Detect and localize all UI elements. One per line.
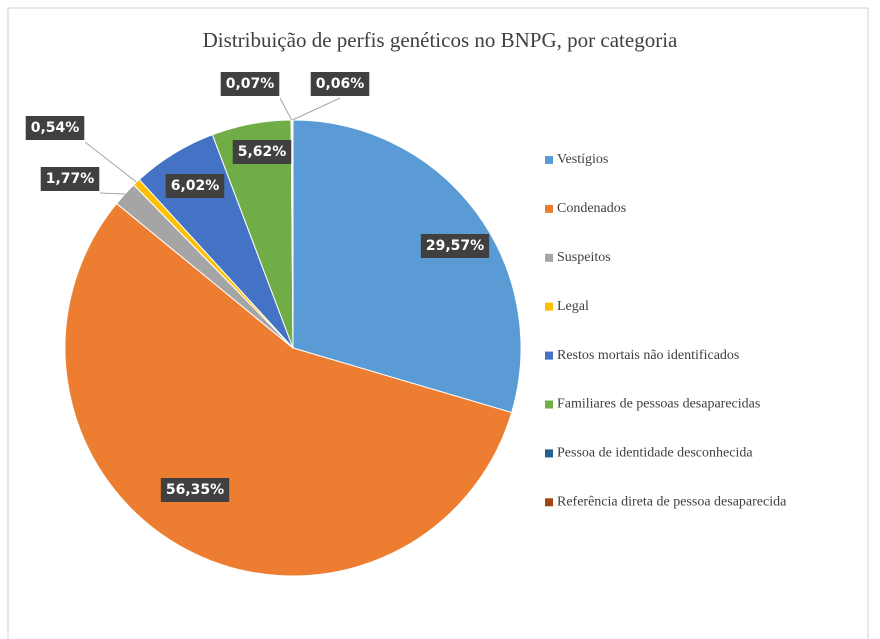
- data-label-box: [40, 167, 100, 191]
- data-label-box: [25, 116, 85, 140]
- data-label-text: 56,35%: [166, 482, 224, 498]
- legend-label: Familiares de pessoas desaparecidas: [557, 397, 760, 412]
- data-label-text: 5,62%: [238, 144, 287, 160]
- data-label-text: 29,57%: [426, 238, 484, 254]
- leader-line: [279, 97, 293, 121]
- data-label: 0,07%: [220, 72, 280, 96]
- legend-label: Referência direta de pessoa desaparecida: [557, 495, 787, 510]
- legend-swatch: [545, 302, 553, 311]
- legend-swatch: [545, 351, 553, 360]
- data-label: 29,57%: [420, 234, 490, 258]
- pie-slice: [292, 119, 522, 414]
- leader-line: [292, 97, 341, 121]
- data-label-box: [165, 174, 225, 198]
- legend-swatch: [545, 156, 553, 164]
- legend-label: Pessoa de identidade desconhecida: [557, 446, 753, 461]
- leader-line: [99, 192, 125, 195]
- data-label: 1,77%: [40, 167, 100, 191]
- legend-swatch: [545, 253, 553, 262]
- data-label-box: [160, 478, 230, 502]
- data-label-box: [420, 234, 490, 258]
- data-label: 6,02%: [165, 174, 225, 198]
- data-label: 5,62%: [232, 140, 292, 164]
- legend-swatch: [545, 204, 553, 213]
- legend-label: Suspeitos: [557, 250, 611, 265]
- data-label-box: [220, 72, 280, 96]
- data-label: 0,06%: [310, 72, 370, 96]
- data-label-text: 6,02%: [171, 178, 220, 194]
- legend-label: Legal: [557, 299, 589, 314]
- chart-title: Distribuição de perfis genéticos no BNPG…: [203, 28, 678, 52]
- data-label: 0,54%: [25, 116, 85, 140]
- data-label-text: 0,06%: [316, 76, 365, 92]
- legend-label: Restos mortais não identificados: [557, 348, 739, 363]
- legend-swatch: [545, 498, 553, 507]
- data-label: 56,35%: [160, 478, 230, 502]
- data-label-text: 1,77%: [46, 171, 95, 187]
- data-label-text: 0,07%: [226, 76, 275, 92]
- data-label-text: 0,54%: [31, 120, 80, 136]
- legend-label: Vestígios: [557, 152, 608, 167]
- legend-label: Condenados: [557, 201, 626, 216]
- legend-swatch: [545, 449, 553, 458]
- data-label-box: [232, 140, 292, 164]
- legend-swatch: [545, 400, 553, 409]
- leader-line: [84, 141, 137, 183]
- data-label-box: [310, 72, 370, 96]
